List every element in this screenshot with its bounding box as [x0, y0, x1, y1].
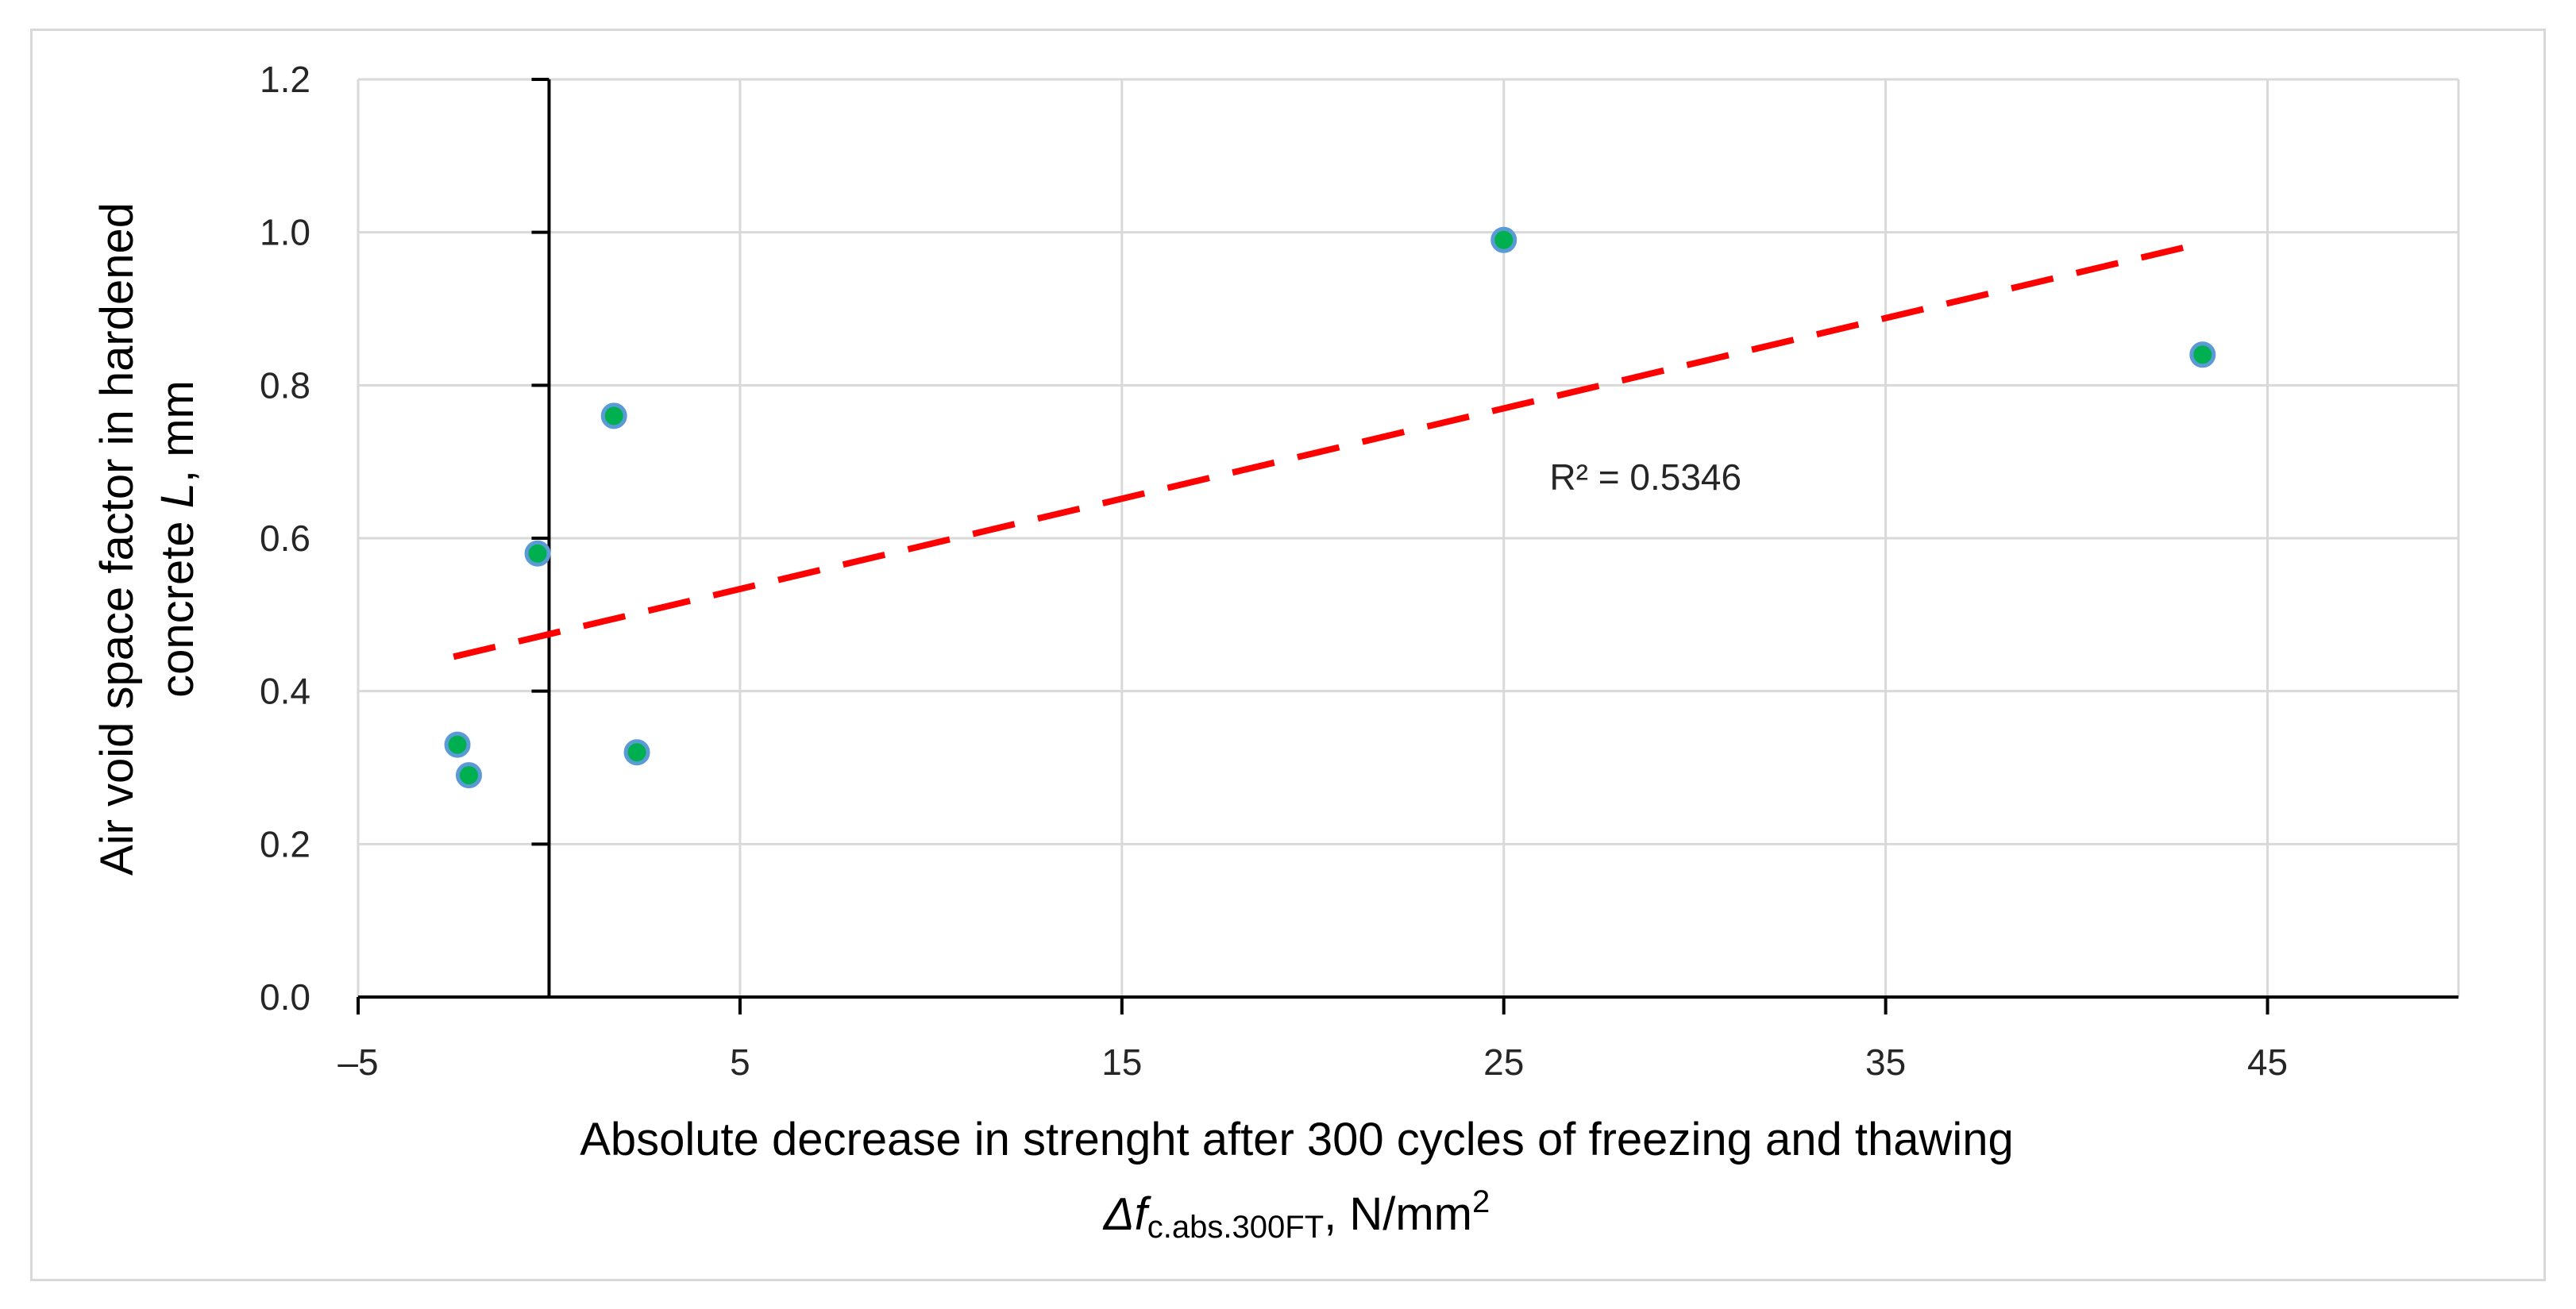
x-tick-label: 5 [730, 1041, 750, 1083]
data-point [600, 402, 627, 429]
data-points [444, 226, 2216, 789]
data-point [524, 540, 551, 567]
x-tick-label: 35 [1865, 1041, 1906, 1083]
data-point [623, 739, 650, 766]
trendline-group [453, 244, 2185, 660]
y-axis-title-line2: concrete L, mm [152, 380, 203, 698]
x-axis-title-line1: Absolute decrease in strenght after 300 … [580, 1114, 2014, 1165]
r-squared-label: R² = 0.5346 [1549, 456, 1741, 498]
trendline [453, 244, 2185, 660]
data-point [444, 731, 471, 758]
y-axis-title-prefix: concrete [152, 508, 203, 698]
x-axis-unit-superscript: 2 [1472, 1184, 1490, 1219]
tick-labels: 0.0 0.2 0.4 0.6 0.8 1.0 1.2 –5 5 15 25 35 45 [260, 59, 2288, 1083]
axis-titles: Absolute decrease in strenght after 300 … [91, 202, 2014, 1245]
scatter-chart: 0.0 0.2 0.4 0.6 0.8 1.0 1.2 –5 5 15 25 35 45 R² = 0.… [91, 59, 2460, 1245]
y-axis-title-symbol: L [152, 483, 203, 508]
data-point [2189, 341, 2216, 368]
y-tick-label: 0.6 [260, 518, 310, 559]
x-tick-label: 15 [1101, 1041, 1142, 1083]
y-tick-label: 0.4 [260, 671, 310, 712]
x-axis-symbol: Δf [1102, 1188, 1152, 1240]
y-axis-title-line1: Air void space factor in hardened [91, 202, 143, 876]
y-tick-label: 1.2 [260, 59, 310, 100]
x-tick-label: 25 [1483, 1041, 1524, 1083]
x-tick-label: 45 [2247, 1041, 2288, 1083]
data-point [1490, 226, 1517, 253]
y-tick-label: 1.0 [260, 212, 310, 253]
gridlines [357, 78, 2460, 997]
y-tick-label: 0.0 [260, 976, 310, 1018]
y-axis-title-suffix: , mm [152, 380, 203, 483]
y-tick-label: 0.2 [260, 823, 310, 864]
y-tick-label: 0.8 [260, 364, 310, 406]
axes [357, 78, 2458, 1014]
x-axis-subscript: c.abs.300FT [1147, 1210, 1324, 1245]
x-axis-unit: , N/mm [1324, 1188, 1472, 1240]
chart-frame: 0.0 0.2 0.4 0.6 0.8 1.0 1.2 –5 5 15 25 35 45 R² = 0.… [30, 29, 2546, 1281]
annotations: R² = 0.5346 [1549, 456, 1741, 498]
x-axis-title-line2: Δfc.abs.300FT, N/mm2 [1102, 1184, 1490, 1245]
x-tick-label: –5 [337, 1041, 378, 1083]
data-point [455, 762, 482, 789]
